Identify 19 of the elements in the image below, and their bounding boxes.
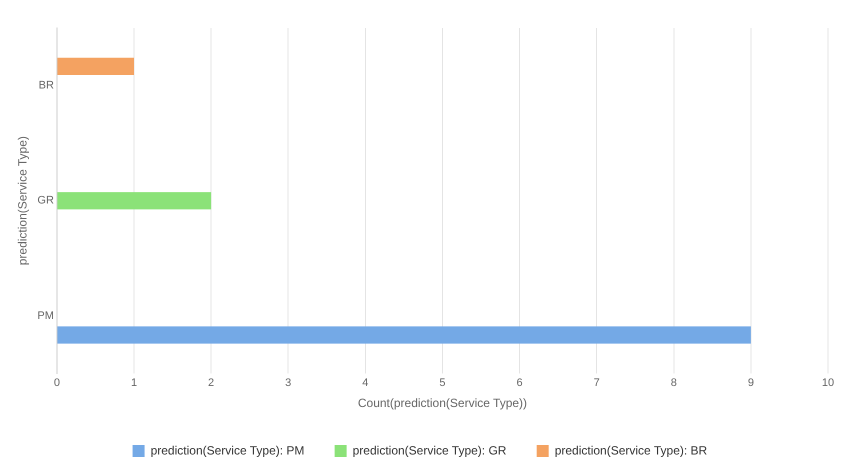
x-tick-label: 8 (670, 377, 677, 390)
x-tick-label: 2 (208, 377, 214, 390)
x-tick-label: 5 (439, 377, 446, 390)
x-axis-title: Count(prediction(Service Type)) (358, 396, 528, 410)
y-tick-label: GR (37, 194, 54, 207)
legend-label: prediction(Service Type): BR (554, 443, 708, 458)
legend-label: prediction(Service Type): PM (150, 443, 304, 458)
x-tick-label: 0 (54, 377, 60, 390)
legend-label: prediction(Service Type): GR (352, 443, 507, 458)
y-tick-label: PM (37, 310, 54, 322)
x-tick-label: 9 (748, 377, 754, 390)
x-tick-label: 3 (285, 377, 292, 390)
x-tick-label: 1 (130, 377, 138, 390)
x-tick-label: 7 (594, 377, 600, 390)
x-tick-label: 4 (362, 377, 368, 390)
x-tick-label: 10 (822, 377, 834, 390)
y-tick-label: BR (38, 80, 54, 92)
x-tick-label: 6 (516, 377, 523, 390)
y-axis-title: prediction(Service Type) (16, 136, 30, 266)
